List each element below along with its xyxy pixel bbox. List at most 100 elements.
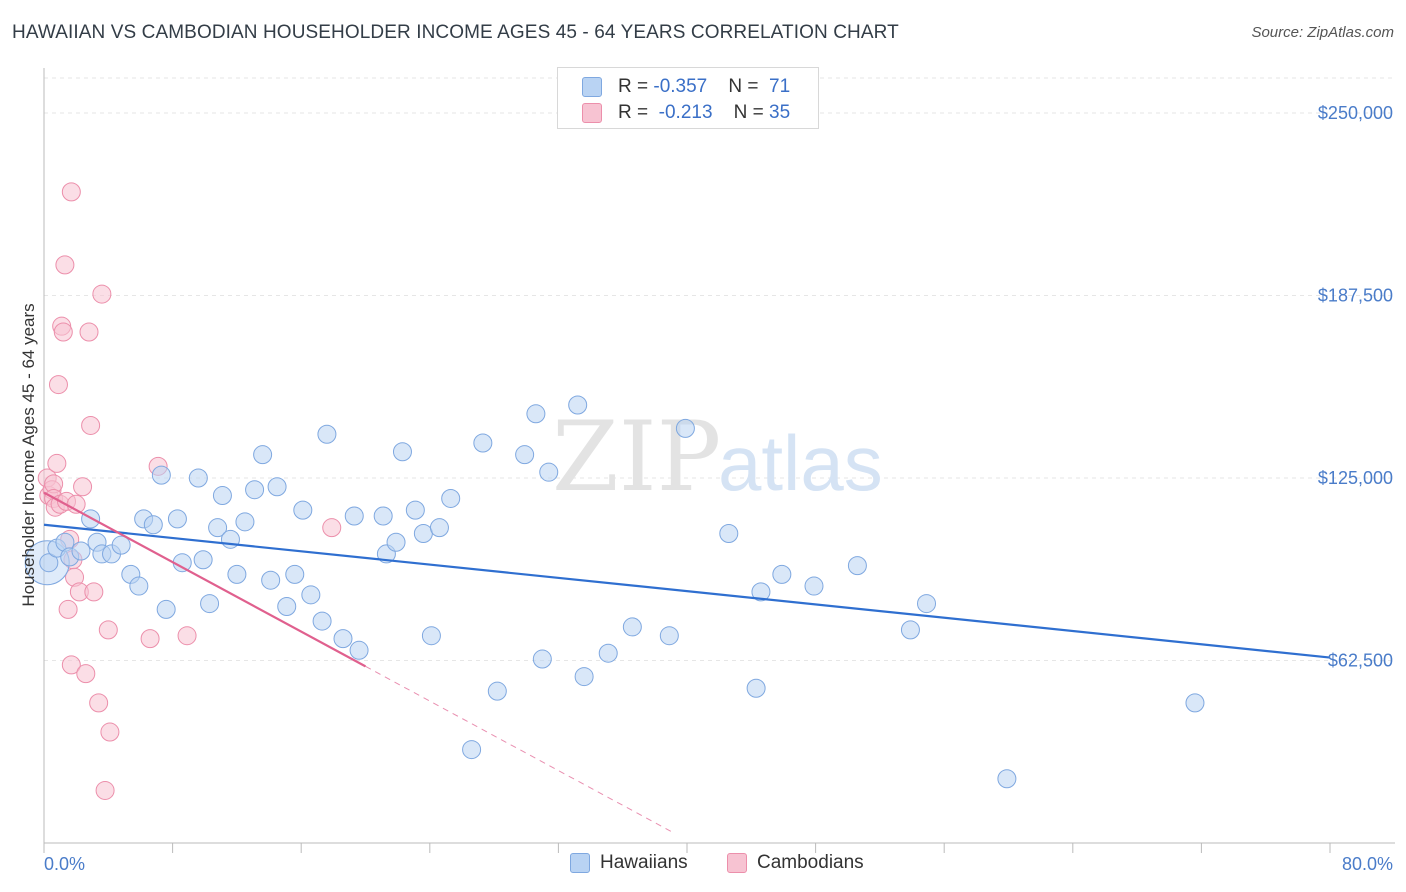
hawaiians-point: [473, 433, 493, 453]
cambodians-point: [79, 322, 99, 342]
hawaiians-point: [349, 640, 369, 660]
trend-lines: [43, 491, 1331, 832]
legend-swatch-hawaiians: [582, 77, 602, 97]
hawaiians-point: [151, 465, 171, 485]
hawaiians-point: [917, 594, 937, 614]
y-tick-label: $62,500: [1328, 651, 1393, 671]
hawaiians-point: [574, 667, 594, 687]
hawaiians-point: [333, 629, 353, 649]
y-tick-label: $187,500: [1318, 286, 1393, 306]
y-tick-labels: $62,500 $125,000 $187,500 $250,000: [1318, 103, 1393, 670]
legend-r-label: R =: [618, 102, 654, 123]
cambodians-point: [98, 620, 118, 640]
cambodians-point: [48, 375, 68, 395]
cambodians-point: [95, 780, 115, 800]
hawaiians-point: [441, 488, 461, 508]
hawaiians-point: [568, 395, 588, 415]
cambodians-point: [47, 453, 67, 473]
hawaiians-point: [111, 535, 131, 555]
hawaiians-point: [245, 480, 265, 500]
hawaiians-point: [39, 553, 59, 573]
hawaiians-point: [317, 424, 337, 444]
cambodians-point: [140, 629, 160, 649]
cambodians-point: [53, 322, 73, 342]
x-tick-label: 0.0%: [44, 854, 85, 874]
cambodians-point: [81, 415, 101, 435]
hawaiians-point: [515, 445, 535, 465]
hawaiians-point: [746, 678, 766, 698]
cambodians-point: [61, 655, 81, 675]
hawaiians-point: [675, 418, 695, 438]
watermark: ZIP atlas: [552, 401, 883, 513]
hawaiians-point: [285, 564, 305, 584]
cambodians-trend-line: [43, 491, 367, 668]
x-tick-label: 80.0%: [1342, 854, 1393, 874]
cambodians-point: [92, 284, 112, 304]
hawaiians-point: [212, 486, 232, 506]
watermark-zip: ZIP: [552, 401, 721, 513]
hawaiians-point: [462, 740, 482, 760]
hawaiians-point: [208, 518, 228, 538]
hawaiians-point: [167, 509, 187, 529]
hawaiians-point: [539, 462, 559, 482]
legend-r-value: -0.213: [658, 102, 713, 123]
legend-item-hawaiians[interactable]: Hawaiians: [570, 852, 688, 874]
hawaiians-point: [312, 611, 332, 631]
hawaiians-point: [392, 442, 412, 462]
legend-r-label: R =: [618, 76, 654, 97]
hawaiians-point: [235, 512, 255, 532]
hawaiians-point: [143, 515, 163, 535]
legend-n-label: N =: [728, 76, 764, 97]
legend-item-cambodians[interactable]: Cambodians: [727, 852, 864, 874]
hawaiians-point: [1185, 693, 1205, 713]
axes: [43, 68, 1395, 853]
chart-title: HAWAIIAN VS CAMBODIAN HOUSEHOLDER INCOME…: [12, 22, 899, 43]
hawaiians-point: [193, 550, 213, 570]
legend-r-value: -0.357: [653, 76, 708, 97]
stats-legend: R = -0.357 N = 71 R = -0.213 N = 35: [557, 67, 819, 129]
hawaiians-point: [293, 500, 313, 520]
legend-swatch-cambodians: [727, 853, 747, 873]
x-tick-labels: 0.0% 80.0%: [44, 854, 1393, 874]
cambodians-point: [100, 722, 120, 742]
cambodians-point: [61, 182, 81, 202]
hawaiians-points: [24, 395, 1205, 789]
hawaiians-point: [804, 576, 824, 596]
hawaiians-point: [413, 523, 433, 543]
hawaiians-point: [188, 468, 208, 488]
cambodians-point: [58, 599, 78, 619]
hawaiians-point: [719, 523, 739, 543]
hawaiians-trend-line: [43, 523, 1331, 659]
hawaiians-point: [659, 626, 679, 646]
cambodians-point: [76, 664, 96, 684]
cambodians-point: [177, 626, 197, 646]
hawaiians-point: [129, 576, 149, 596]
legend-n-value: 35: [769, 102, 791, 123]
hawaiians-point: [156, 599, 176, 619]
hawaiians-point: [900, 620, 920, 640]
cambodians-points: [37, 182, 342, 800]
hawaiians-point: [344, 506, 364, 526]
legend-swatch-cambodians: [582, 103, 602, 123]
legend-n-label: N =: [733, 102, 770, 123]
hawaiians-point: [598, 643, 618, 663]
legend-swatch-hawaiians: [570, 853, 590, 873]
hawaiians-point: [277, 596, 297, 616]
hawaiians-point: [227, 564, 247, 584]
cambodians-point: [73, 477, 93, 497]
y-tick-label: $125,000: [1318, 468, 1393, 488]
hawaiians-point: [253, 445, 273, 465]
legend-n-value: 71: [769, 76, 791, 97]
hawaiians-point: [301, 585, 321, 605]
series-legend: Hawaiians Cambodians: [0, 852, 1406, 876]
hawaiians-point: [200, 594, 220, 614]
y-axis-label: Householder Income Ages 45 - 64 years: [19, 303, 38, 606]
hawaiians-point: [532, 649, 552, 669]
hawaiians-point: [71, 541, 91, 561]
grid-lines: [44, 77, 1395, 662]
hawaiians-point: [386, 532, 406, 552]
y-tick-label: $250,000: [1318, 103, 1393, 123]
hawaiians-point: [751, 582, 771, 602]
hawaiians-point: [847, 556, 867, 576]
watermark-atlas: atlas: [718, 419, 883, 507]
